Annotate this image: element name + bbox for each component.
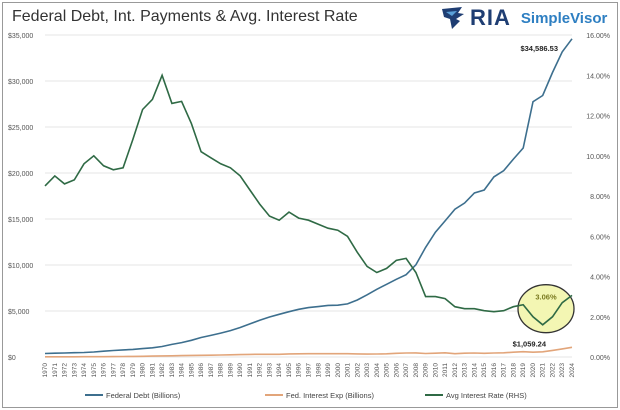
logo-brand: RIA <box>470 5 511 30</box>
right-tick-label: 12.00% <box>586 114 610 121</box>
x-tick-label: 1983 <box>169 363 176 378</box>
x-tick-label: 2010 <box>432 363 439 378</box>
x-tick-label: 1990 <box>237 363 244 378</box>
x-tick-label: 2013 <box>462 363 469 378</box>
x-tick-label: 2007 <box>403 363 410 378</box>
x-tick-label: 2000 <box>335 363 342 378</box>
x-tick-label: 1999 <box>325 363 332 378</box>
x-tick-label: 2012 <box>452 363 459 378</box>
left-tick-label: $10,000 <box>8 263 33 270</box>
x-tick-label: 1987 <box>208 363 215 378</box>
left-tick-label: $35,000 <box>8 33 33 40</box>
x-tick-label: 2021 <box>540 363 547 378</box>
x-tick-label: 1975 <box>91 363 98 378</box>
right-tick-label: 10.00% <box>586 154 610 161</box>
chart-title: Federal Debt, Int. Payments & Avg. Inter… <box>12 8 358 25</box>
x-tick-label: 2001 <box>345 363 352 378</box>
x-tick-label: 2011 <box>442 363 449 377</box>
left-tick-label: $15,000 <box>8 217 33 224</box>
left-tick-label: $20,000 <box>8 171 33 178</box>
x-tick-label: 2016 <box>491 363 498 378</box>
x-tick-label: 2005 <box>384 363 391 378</box>
x-tick-label: 2018 <box>510 363 517 378</box>
x-tick-label: 2022 <box>549 363 556 378</box>
left-tick-label: $5,000 <box>8 309 30 316</box>
left-tick-label: $0 <box>8 355 16 362</box>
x-tick-label: 1978 <box>120 363 127 378</box>
x-tick-label: 2015 <box>481 363 488 378</box>
series-line-0 <box>44 38 573 355</box>
x-tick-label: 1992 <box>257 363 264 378</box>
x-tick-label: 1988 <box>218 363 225 378</box>
legend-label-2: Avg Interest Rate (RHS) <box>446 391 527 400</box>
x-tick-label: 2019 <box>520 363 527 378</box>
x-tick-label: 1972 <box>62 363 69 378</box>
x-tick-label: 1979 <box>130 363 137 378</box>
highlight-circle <box>517 284 575 334</box>
x-tick-label: 2017 <box>501 363 508 378</box>
series-line-1 <box>45 346 573 358</box>
annotation-rate: 3.06% <box>535 293 557 302</box>
x-tick-label: 2014 <box>471 363 478 378</box>
x-tick-label: 1980 <box>140 363 147 378</box>
legend-label-1: Fed. Interest Exp (Billions) <box>286 391 374 400</box>
x-tick-label: 1995 <box>286 363 293 378</box>
right-tick-label: 14.00% <box>586 73 610 80</box>
x-tick-label: 2024 <box>569 363 576 378</box>
x-tick-label: 1974 <box>81 363 88 378</box>
annotation-debt: $34,586.53 <box>520 44 558 53</box>
legend-label-0: Federal Debt (Billions) <box>106 391 181 400</box>
x-tick-label: 1994 <box>276 363 283 378</box>
logo: RIA SimpleVisor <box>440 5 607 31</box>
x-tick-label: 1996 <box>296 363 303 378</box>
annotation-interest: $1,059.24 <box>513 339 547 348</box>
right-tick-label: 8.00% <box>590 194 610 201</box>
right-tick-label: 4.00% <box>590 275 610 282</box>
series-line-2 <box>44 73 573 326</box>
x-tick-label: 1989 <box>227 363 234 378</box>
x-tick-label: 2002 <box>354 363 361 378</box>
x-tick-label: 1993 <box>266 363 273 378</box>
x-tick-label: 1997 <box>306 363 313 378</box>
x-tick-label: 1984 <box>179 363 186 378</box>
x-tick-label: 1976 <box>101 363 108 378</box>
x-tick-label: 1973 <box>71 363 78 378</box>
logo-product: SimpleVisor <box>520 9 608 27</box>
right-tick-label: 0.00% <box>590 355 610 362</box>
x-tick-label: 2006 <box>393 363 400 378</box>
right-tick-label: 16.00% <box>586 33 610 40</box>
x-tick-label: 2009 <box>423 363 430 378</box>
x-tick-label: 2003 <box>364 363 371 378</box>
x-tick-label: 1977 <box>110 363 117 378</box>
x-tick-label: 1998 <box>315 363 322 378</box>
x-tick-label: 1985 <box>188 363 195 378</box>
x-tick-label: 1991 <box>247 363 254 378</box>
left-tick-label: $30,000 <box>8 79 33 86</box>
right-tick-label: 6.00% <box>590 234 610 241</box>
x-tick-label: 1971 <box>52 363 59 378</box>
x-tick-label: 1986 <box>198 363 205 378</box>
eagle-logo-icon <box>442 7 464 29</box>
left-tick-label: $25,000 <box>8 125 33 132</box>
x-tick-label: 2023 <box>559 363 566 378</box>
x-tick-label: 2008 <box>413 363 420 378</box>
x-tick-label: 2004 <box>374 363 381 378</box>
right-tick-label: 2.00% <box>590 315 610 322</box>
x-tick-label: 2020 <box>530 363 537 378</box>
x-tick-label: 1982 <box>159 363 166 378</box>
x-tick-label: 1981 <box>149 363 156 378</box>
x-tick-label: 1970 <box>42 363 49 378</box>
